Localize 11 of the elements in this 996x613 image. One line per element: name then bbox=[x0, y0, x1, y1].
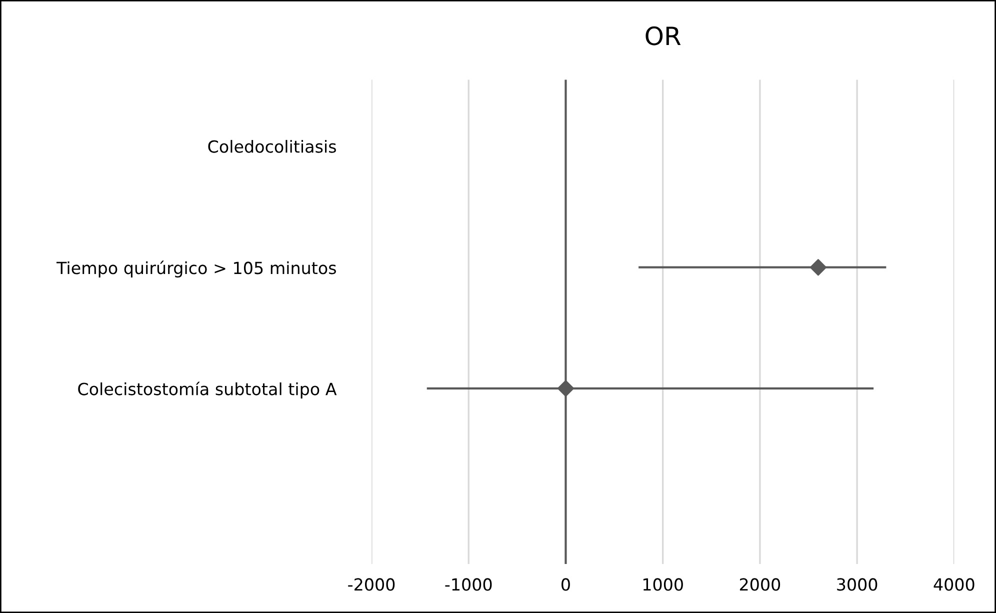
chart-title: OR bbox=[646, 26, 681, 46]
x-tick-label: 0 bbox=[562, 578, 570, 591]
x-tick-label: -2000 bbox=[348, 578, 395, 591]
x-tick-label: 2000 bbox=[740, 578, 780, 591]
y-tick-label: Coledocolitiasis bbox=[208, 140, 336, 153]
y-tick-label: Colecistostomía subtotal tipo A bbox=[78, 382, 337, 399]
x-tick-label: 1000 bbox=[643, 578, 683, 591]
x-tick-label: 3000 bbox=[837, 578, 878, 591]
y-tick-label: Tiempo quirúrgico > 105 minutos bbox=[56, 260, 336, 278]
x-tick-label: -1000 bbox=[445, 578, 492, 591]
x-tick-label: 4000 bbox=[934, 578, 974, 591]
